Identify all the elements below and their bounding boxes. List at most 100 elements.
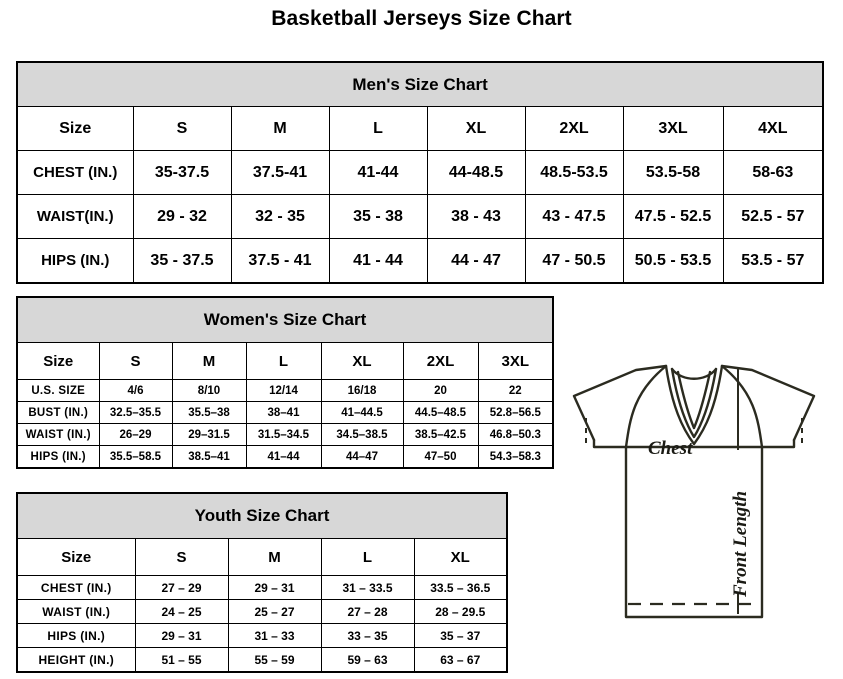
youth-size-chart-table: Youth Size Chart Size S M L XL CHEST (IN… bbox=[16, 492, 509, 673]
womens-bust-l: 38–41 bbox=[245, 401, 322, 424]
youth-waist-xl: 28 – 29.5 bbox=[413, 599, 508, 624]
youth-height-s: 51 – 55 bbox=[134, 647, 229, 673]
womens-bust-2xl: 44.5–48.5 bbox=[402, 401, 479, 424]
womens-bust-m: 35.5–38 bbox=[171, 401, 247, 424]
womens-bust-s: 32.5–35.5 bbox=[98, 401, 173, 424]
youth-header-row: Size S M L XL bbox=[16, 538, 508, 576]
mens-col-header-xl: XL bbox=[426, 106, 526, 151]
mens-col-header-4xl: 4XL bbox=[722, 106, 824, 151]
mens-hips-4xl: 53.5 - 57 bbox=[722, 238, 824, 284]
mens-hips-xl: 44 - 47 bbox=[426, 238, 526, 284]
mens-chest-s: 35-37.5 bbox=[132, 150, 232, 195]
mens-col-header-s: S bbox=[132, 106, 232, 151]
womens-band-row: Women's Size Chart bbox=[16, 296, 554, 343]
mens-waist-m: 32 - 35 bbox=[230, 194, 330, 239]
youth-row-label-chest: CHEST (IN.) bbox=[16, 575, 136, 600]
youth-hips-xl: 35 – 37 bbox=[413, 623, 508, 648]
youth-hips-s: 29 – 31 bbox=[134, 623, 229, 648]
jersey-illustration-svg: Chest Front Length bbox=[572, 364, 816, 619]
womens-hips-l: 41–44 bbox=[245, 445, 322, 469]
chest-label: Chest bbox=[648, 438, 693, 459]
womens-waist-s: 26–29 bbox=[98, 423, 173, 446]
mens-band-row: Men's Size Chart bbox=[16, 61, 824, 107]
sleeve-hem-dashes bbox=[585, 418, 803, 446]
mens-chest-m: 37.5-41 bbox=[230, 150, 330, 195]
womens-chart-band-title: Women's Size Chart bbox=[16, 296, 554, 343]
youth-chest-s: 27 – 29 bbox=[134, 575, 229, 600]
mens-waist-4xl: 52.5 - 57 bbox=[722, 194, 824, 239]
womens-waist-2xl: 38.5–42.5 bbox=[402, 423, 479, 446]
table-row: WAIST (IN.) 26–29 29–31.5 31.5–34.5 34.5… bbox=[16, 423, 554, 446]
mens-size-chart-table: Men's Size Chart Size S M L XL 2XL 3XL 4… bbox=[16, 61, 825, 284]
mens-row-label-chest: CHEST (IN.) bbox=[16, 150, 134, 195]
womens-ussize-m: 8/10 bbox=[171, 379, 247, 402]
table-row: U.S. SIZE 4/6 8/10 12/14 16/18 20 22 bbox=[16, 379, 554, 402]
youth-row-label-height: HEIGHT (IN.) bbox=[16, 647, 136, 673]
mens-hips-m: 37.5 - 41 bbox=[230, 238, 330, 284]
youth-col-header-m: M bbox=[227, 538, 322, 576]
mens-col-header-m: M bbox=[230, 106, 330, 151]
neckline-middle bbox=[670, 367, 718, 439]
right-armhole bbox=[720, 364, 764, 449]
table-row: HIPS (IN.) 35.5–58.5 38.5–41 41–44 44–47… bbox=[16, 445, 554, 469]
youth-chest-m: 29 – 31 bbox=[227, 575, 322, 600]
mens-waist-3xl: 47.5 - 52.5 bbox=[622, 194, 724, 239]
mens-col-header-2xl: 2XL bbox=[524, 106, 624, 151]
mens-hips-s: 35 - 37.5 bbox=[132, 238, 232, 284]
mens-chart-band-title: Men's Size Chart bbox=[16, 61, 824, 107]
youth-waist-m: 25 – 27 bbox=[227, 599, 322, 624]
jersey-measurement-diagram: Chest Front Length bbox=[548, 352, 840, 642]
womens-col-header-3xl: 3XL bbox=[477, 342, 554, 380]
mens-col-header-size: Size bbox=[16, 106, 134, 151]
womens-col-header-s: S bbox=[98, 342, 173, 380]
right-sleeve-cuff bbox=[760, 438, 796, 449]
womens-hips-xl: 44–47 bbox=[320, 445, 404, 469]
womens-row-label-waist: WAIST (IN.) bbox=[16, 423, 100, 446]
right-sleeve-top-edge bbox=[720, 364, 816, 442]
left-sleeve-top-edge bbox=[572, 364, 668, 442]
left-armhole bbox=[624, 364, 668, 449]
womens-hips-s: 35.5–58.5 bbox=[98, 445, 173, 469]
womens-ussize-3xl: 22 bbox=[477, 379, 554, 402]
womens-size-chart-table: Women's Size Chart Size S M L XL 2XL 3XL… bbox=[16, 296, 555, 469]
womens-col-header-l: L bbox=[245, 342, 322, 380]
womens-col-header-2xl: 2XL bbox=[402, 342, 479, 380]
womens-waist-xl: 34.5–38.5 bbox=[320, 423, 404, 446]
youth-row-label-waist: WAIST (IN.) bbox=[16, 599, 136, 624]
mens-chest-4xl: 58-63 bbox=[722, 150, 824, 195]
collar-band-curve bbox=[670, 367, 718, 380]
jersey-outline-group bbox=[572, 364, 816, 619]
page-title: Basketball Jerseys Size Chart bbox=[271, 7, 572, 30]
youth-height-m: 55 – 59 bbox=[227, 647, 322, 673]
torso-outline bbox=[624, 445, 764, 619]
mens-chest-xl: 44-48.5 bbox=[426, 150, 526, 195]
womens-waist-m: 29–31.5 bbox=[171, 423, 247, 446]
front-length-label: Front Length bbox=[730, 491, 751, 598]
table-row: HIPS (IN.) 29 – 31 31 – 33 33 – 35 35 – … bbox=[16, 623, 508, 648]
youth-col-header-xl: XL bbox=[413, 538, 508, 576]
womens-row-label-hips: HIPS (IN.) bbox=[16, 445, 100, 469]
neckline-outer bbox=[664, 364, 724, 446]
youth-height-l: 59 – 63 bbox=[320, 647, 415, 673]
youth-band-row: Youth Size Chart bbox=[16, 492, 508, 539]
womens-waist-l: 31.5–34.5 bbox=[245, 423, 322, 446]
table-row: CHEST (IN.) 27 – 29 29 – 31 31 – 33.5 33… bbox=[16, 575, 508, 600]
table-row: HIPS (IN.) 35 - 37.5 37.5 - 41 41 - 44 4… bbox=[16, 238, 824, 284]
youth-hips-m: 31 – 33 bbox=[227, 623, 322, 648]
womens-hips-3xl: 54.3–58.3 bbox=[477, 445, 554, 469]
youth-hips-l: 33 – 35 bbox=[320, 623, 415, 648]
mens-col-header-l: L bbox=[328, 106, 428, 151]
womens-ussize-2xl: 20 bbox=[402, 379, 479, 402]
youth-height-xl: 63 – 67 bbox=[413, 647, 508, 673]
mens-waist-l: 35 - 38 bbox=[328, 194, 428, 239]
table-row: WAIST(IN.) 29 - 32 32 - 35 35 - 38 38 - … bbox=[16, 194, 824, 239]
mens-hips-3xl: 50.5 - 53.5 bbox=[622, 238, 724, 284]
youth-chest-xl: 33.5 – 36.5 bbox=[413, 575, 508, 600]
neckline-inner bbox=[676, 370, 712, 430]
mens-chest-l: 41-44 bbox=[328, 150, 428, 195]
youth-waist-s: 24 – 25 bbox=[134, 599, 229, 624]
mens-chest-3xl: 53.5-58 bbox=[622, 150, 724, 195]
womens-row-label-us-size: U.S. SIZE bbox=[16, 379, 100, 402]
youth-col-header-l: L bbox=[320, 538, 415, 576]
youth-row-label-hips: HIPS (IN.) bbox=[16, 623, 136, 648]
